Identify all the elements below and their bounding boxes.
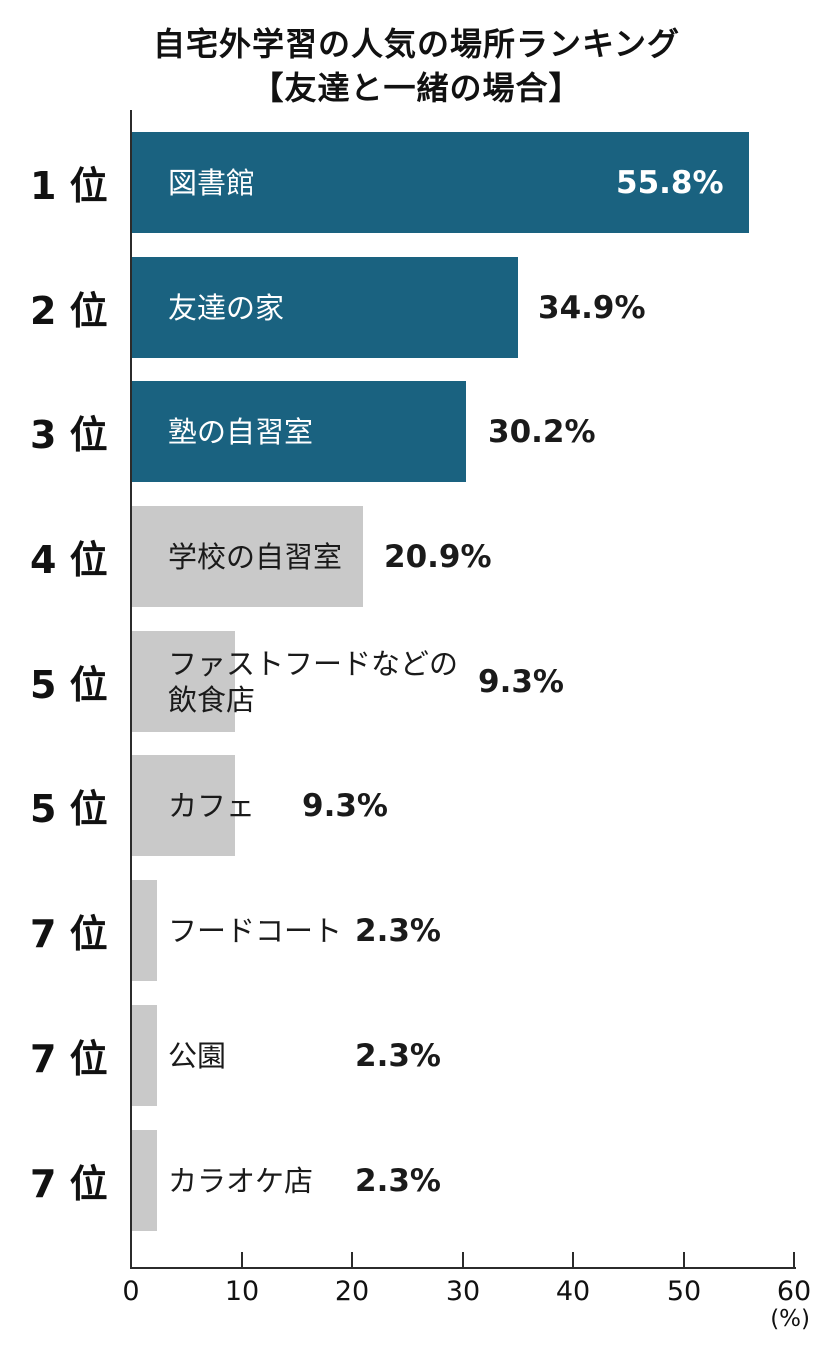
bar-row: 4 位 学校の自習室 20.9% — [0, 506, 833, 607]
rank-label: 2 位 — [30, 289, 108, 333]
x-axis-tick — [462, 1252, 464, 1267]
rank-label: 4 位 — [30, 538, 108, 582]
bar-label: ファストフードなどの 飲食店 — [168, 646, 459, 717]
bar-value: 34.9% — [538, 289, 646, 326]
bar-value: 55.8% — [616, 164, 724, 201]
bar — [132, 631, 235, 732]
bar-value: 9.3% — [302, 787, 388, 824]
bar — [132, 1130, 157, 1231]
bar-label: フードコート — [168, 913, 343, 948]
x-axis-tick-label: 30 — [445, 1276, 481, 1307]
x-axis-tick-label: 10 — [224, 1276, 260, 1307]
y-axis-line — [130, 110, 132, 1269]
bar-label: カラオケ店 — [168, 1163, 314, 1198]
x-axis-tick — [241, 1252, 243, 1267]
rank-label: 3 位 — [30, 413, 108, 457]
bar-row: 7 位 カラオケ店 2.3% — [0, 1130, 833, 1231]
bar-row: 2 位 友達の家 34.9% — [0, 257, 833, 358]
x-axis-tick — [793, 1252, 795, 1267]
x-axis-tick-label: 60 — [776, 1276, 812, 1307]
bar-value: 2.3% — [355, 912, 441, 949]
x-axis-tick-label: 40 — [555, 1276, 591, 1307]
bar-row: 7 位 フードコート 2.3% — [0, 880, 833, 981]
x-axis-tick-label: 0 — [122, 1276, 140, 1307]
bar — [132, 257, 518, 358]
bar — [132, 381, 466, 482]
bar-row: 5 位 カフェ 9.3% — [0, 755, 833, 856]
bar-value: 2.3% — [355, 1037, 441, 1074]
bar-row: 7 位 公園 2.3% — [0, 1005, 833, 1106]
rank-label: 5 位 — [30, 663, 108, 707]
rank-label: 7 位 — [30, 912, 108, 956]
bar — [132, 880, 157, 981]
x-axis-tick — [683, 1252, 685, 1267]
rank-label: 1 位 — [30, 164, 108, 208]
bar — [132, 1005, 157, 1106]
bar-value: 2.3% — [355, 1162, 441, 1199]
bar — [132, 132, 749, 233]
bar-label: 塾の自習室 — [168, 414, 314, 449]
bar-label: 学校の自習室 — [168, 539, 343, 574]
x-axis-tick — [572, 1252, 574, 1267]
bar — [132, 506, 363, 607]
x-axis-tick-label: 20 — [334, 1276, 370, 1307]
x-axis-tick-label: 50 — [666, 1276, 702, 1307]
chart-title-line2: 【友達と一緒の場合】 — [251, 69, 582, 107]
rank-label: 5 位 — [30, 787, 108, 831]
bar-value: 20.9% — [384, 538, 492, 575]
chart-title-line1: 自宅外学習の人気の場所ランキング — [152, 25, 681, 63]
rank-label: 7 位 — [30, 1162, 108, 1206]
bar-row: 5 位 ファストフードなどの 飲食店 9.3% — [0, 631, 833, 732]
axis-unit-label: (%) — [770, 1306, 810, 1332]
bar-value: 30.2% — [488, 413, 596, 450]
rank-label: 7 位 — [30, 1037, 108, 1081]
bar-row: 3 位 塾の自習室 30.2% — [0, 381, 833, 482]
bar-row: 1 位 図書館 55.8% — [0, 132, 833, 233]
bar-label: 図書館 — [168, 165, 256, 200]
chart-title: 自宅外学習の人気の場所ランキング 【友達と一緒の場合】 — [0, 22, 833, 110]
x-axis-line — [130, 1267, 796, 1269]
bar-value: 9.3% — [478, 663, 564, 700]
bar-label: 公園 — [168, 1038, 227, 1073]
bar-label: 友達の家 — [168, 290, 285, 325]
bar-label: カフェ — [168, 788, 256, 823]
x-axis-tick — [351, 1252, 353, 1267]
bar — [132, 755, 235, 856]
